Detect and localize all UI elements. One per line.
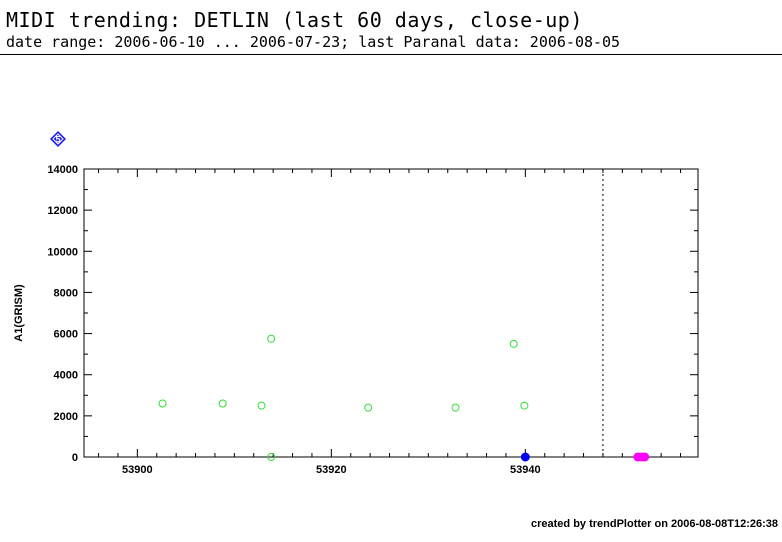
badge-label: 5 bbox=[55, 135, 60, 145]
x-tick-label: 53900 bbox=[122, 464, 153, 476]
data-point bbox=[640, 452, 650, 462]
data-points bbox=[158, 334, 650, 462]
x-tick-label: 53940 bbox=[510, 464, 541, 476]
page-title: MIDI trending: DETLIN (last 60 days, clo… bbox=[6, 8, 583, 32]
y-tick-label: 10000 bbox=[47, 246, 78, 258]
data-point bbox=[267, 334, 276, 343]
y-tick-label: 12000 bbox=[47, 205, 78, 217]
axis-ticks bbox=[84, 168, 698, 458]
y-tick-label: 8000 bbox=[54, 287, 78, 299]
header-divider bbox=[0, 54, 782, 55]
x-tick-label: 53920 bbox=[316, 464, 347, 476]
plot-frame bbox=[83, 168, 699, 458]
y-tick-label: 0 bbox=[72, 452, 78, 464]
data-point bbox=[520, 401, 529, 410]
footer-credit: created by trendPlotter on 2006-08-08T12… bbox=[531, 518, 778, 530]
badge-diamond-icon bbox=[50, 131, 66, 147]
y-tick-label: 4000 bbox=[54, 370, 78, 382]
axis-tick-labels: 53900 53920 53940 0 2000 4000 6000 8000 10000 120… bbox=[47, 164, 540, 476]
page-subtitle: date range: 2006-06-10 ... 2006-07-23; l… bbox=[6, 33, 621, 51]
data-point bbox=[364, 403, 373, 412]
y-tick-label: 2000 bbox=[54, 411, 78, 423]
y-tick-label: 14000 bbox=[47, 164, 78, 176]
data-point bbox=[218, 399, 227, 408]
index-badge: 5 bbox=[50, 131, 66, 147]
data-point bbox=[520, 452, 530, 462]
data-point bbox=[509, 339, 518, 348]
y-tick-label: 6000 bbox=[54, 329, 78, 341]
data-point bbox=[267, 453, 276, 461]
data-point bbox=[257, 401, 266, 410]
badge-inner-diamond bbox=[52, 133, 64, 145]
y-axis-label: A1(GRISM) bbox=[13, 284, 25, 342]
data-point bbox=[158, 399, 167, 408]
data-point bbox=[451, 403, 460, 412]
